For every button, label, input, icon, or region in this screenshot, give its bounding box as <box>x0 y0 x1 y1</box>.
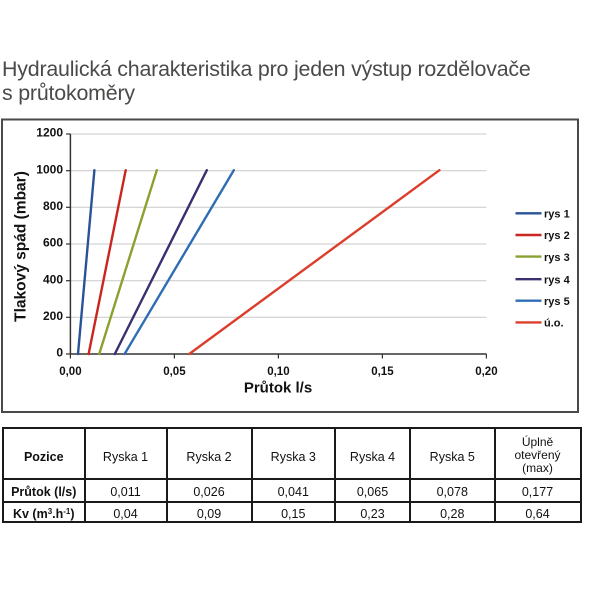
svg-text:1000: 1000 <box>36 162 63 176</box>
svg-text:200: 200 <box>43 309 63 323</box>
svg-text:rys 4: rys 4 <box>544 274 571 286</box>
svg-text:rys 5: rys 5 <box>544 296 570 308</box>
svg-text:0,15: 0,15 <box>371 366 394 378</box>
svg-text:0: 0 <box>56 346 63 360</box>
svg-text:Průtok l/s: Průtok l/s <box>244 380 312 397</box>
svg-text:rys 1: rys 1 <box>544 209 570 221</box>
svg-text:0,20: 0,20 <box>475 366 497 378</box>
svg-text:0,10: 0,10 <box>267 366 289 378</box>
svg-text:rys 2: rys 2 <box>544 230 570 242</box>
svg-text:400: 400 <box>43 272 63 286</box>
svg-text:800: 800 <box>43 199 63 213</box>
svg-text:0,00: 0,00 <box>59 366 81 378</box>
svg-text:ú.o.: ú.o. <box>544 318 564 330</box>
svg-text:Tlakový spád (mbar): Tlakový spád (mbar) <box>13 171 30 322</box>
svg-text:0,05: 0,05 <box>163 366 186 378</box>
svg-text:rys 3: rys 3 <box>544 252 570 264</box>
svg-text:600: 600 <box>43 236 63 250</box>
svg-text:1200: 1200 <box>36 126 63 140</box>
